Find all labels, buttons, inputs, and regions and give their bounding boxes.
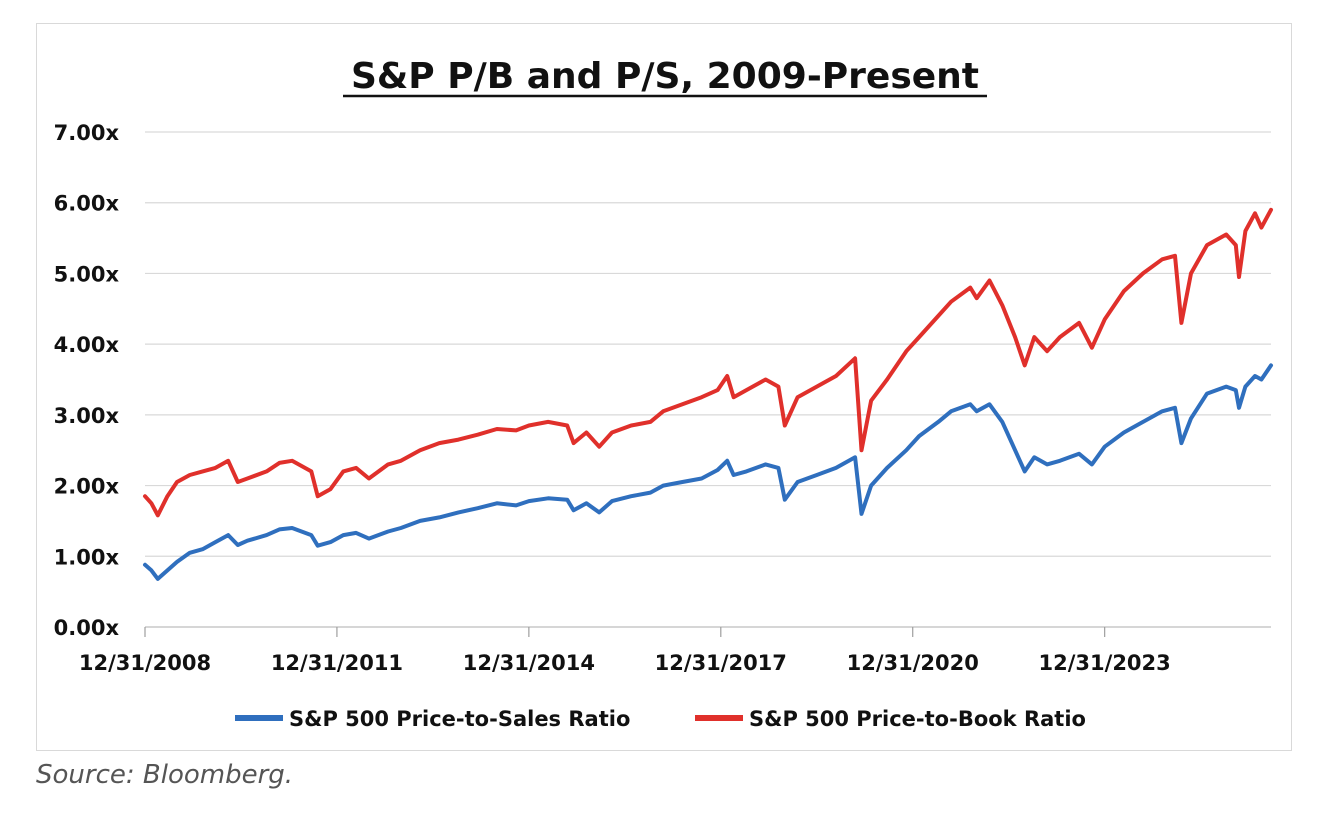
source-note: Source: Bloomberg.: [36, 760, 294, 790]
y-tick-label: 2.00x: [54, 475, 120, 499]
chart-svg: S&P P/B and P/S, 2009-Present 0.00x 1.00x…: [54, 56, 1273, 731]
gridlines: [145, 131, 1271, 628]
legend-label-price-to-sales: S&P 500 Price-to-Sales Ratio: [289, 707, 630, 731]
series-line-price-to-sales: [143, 363, 1273, 581]
x-tick-label: 12/31/2017: [655, 651, 787, 675]
y-tick-label: 3.00x: [54, 404, 120, 428]
y-tick-label: 0.00x: [54, 616, 120, 640]
x-tick-label: 12/31/2011: [271, 651, 403, 675]
x-tick-label: 12/31/2023: [1039, 651, 1171, 675]
chart-title: S&P P/B and P/S, 2009-Present: [351, 56, 979, 97]
x-axis-ticks: 12/31/2008 12/31/2011 12/31/2014 12/31/2017…: [79, 627, 1171, 675]
y-tick-label: 6.00x: [54, 192, 120, 216]
legend: S&P 500 Price-to-Sales Ratio S&P 500 Pri…: [235, 707, 1086, 731]
y-tick-label: 5.00x: [54, 262, 120, 286]
series-line-price-to-book: [143, 207, 1273, 518]
legend-label-price-to-book: S&P 500 Price-to-Book Ratio: [749, 707, 1086, 731]
x-tick-label: 12/31/2014: [463, 651, 595, 675]
y-axis-ticks: 0.00x 1.00x 2.00x 3.00x 4.00x 5.00x 6.00x 7.00x: [54, 121, 120, 640]
y-tick-label: 7.00x: [54, 121, 120, 145]
y-tick-label: 1.00x: [54, 545, 120, 569]
x-tick-label: 12/31/2020: [847, 651, 979, 675]
x-tick-label: 12/31/2008: [79, 651, 211, 675]
chart-frame: S&P P/B and P/S, 2009-Present 0.00x 1.00x…: [36, 23, 1292, 751]
y-tick-label: 4.00x: [54, 333, 120, 357]
series-lines: [143, 207, 1273, 581]
